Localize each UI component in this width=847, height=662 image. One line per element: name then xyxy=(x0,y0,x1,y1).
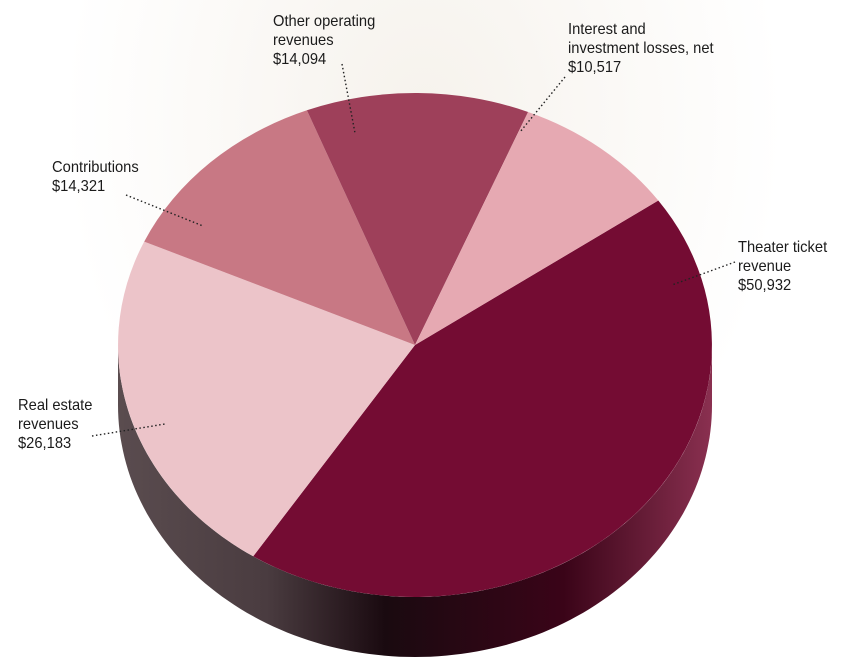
slice-label-text: Interest and xyxy=(568,21,646,38)
slice-value: $14,321 xyxy=(52,178,106,195)
leader-line xyxy=(91,423,166,437)
leader-line xyxy=(125,194,204,227)
slice-label: Real estate revenues $26,183 xyxy=(18,396,92,453)
slice-label-text: revenues xyxy=(273,32,334,49)
pie-slice-contributions xyxy=(144,110,415,345)
slice-label-text: revenue xyxy=(738,258,792,275)
slice-label: Other operating revenues $14,094 xyxy=(273,12,375,69)
slice-value: $14,094 xyxy=(273,51,327,68)
slice-value: $26,183 xyxy=(18,435,72,452)
pie-side-rim xyxy=(118,345,712,657)
slice-label-text: revenues xyxy=(18,416,79,433)
pie-slice-theater-ticket-revenue xyxy=(253,200,712,597)
slice-label-text: Contributions xyxy=(52,159,139,176)
slice-label-text: investment losses, net xyxy=(568,40,714,57)
slice-label: Contributions $14,321 xyxy=(52,158,139,196)
slice-label-text: Other operating xyxy=(273,13,376,30)
pie-slice-real-estate-revenues xyxy=(118,241,415,557)
pie-slice-interest-and-investment-losses-net xyxy=(415,112,659,345)
slice-label-text: Theater ticket xyxy=(738,239,828,256)
slice-value: $50,932 xyxy=(738,277,792,294)
slice-label: Theater ticket revenue $50,932 xyxy=(738,238,827,295)
slice-label-text: Real estate xyxy=(18,397,93,414)
slice-label: Interest and investment losses, net $10,51… xyxy=(568,20,714,77)
slice-value: $10,517 xyxy=(568,59,622,76)
pie-slice-other-operating-revenues xyxy=(306,93,529,345)
